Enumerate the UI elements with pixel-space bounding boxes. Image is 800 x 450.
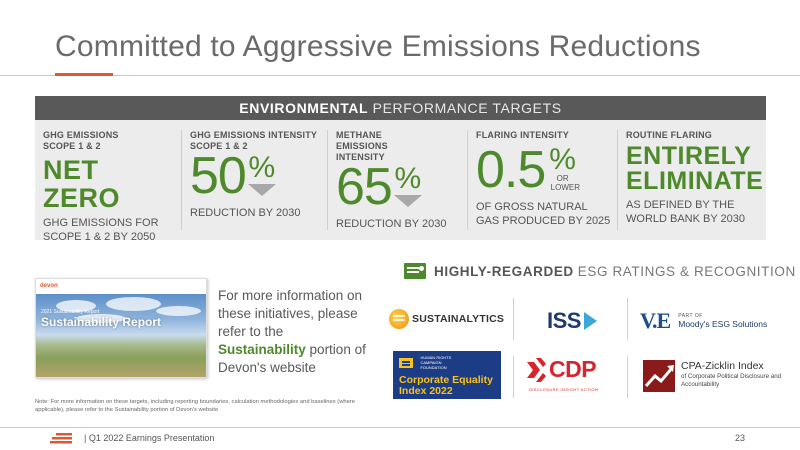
- esg-heading-light: ESG RATINGS & RECOGNITION: [577, 263, 796, 279]
- target-label: ROUTINE FLARING: [626, 130, 712, 140]
- target-ghg-scope: GHG EMISSIONS SCOPE 1 & 2 NET ZERO GHG E…: [35, 130, 181, 243]
- cdp-logo: CDP DISCLOSURE INSIGHT ACTION: [525, 356, 617, 396]
- cdp-arrows-icon: [527, 358, 546, 382]
- more-info-text: For more information on these initiative…: [218, 287, 368, 377]
- cpa-subtitle: of Corporate Political Disclosure and Ac…: [681, 373, 782, 388]
- target-headline: ENTIRELY ELIMINATE: [626, 142, 764, 195]
- logo-divider: [627, 356, 628, 398]
- target-detail: GHG EMISSIONS FOR SCOPE 1 & 2 BY 2050: [43, 217, 159, 243]
- info-pre: For more information on these initiative…: [218, 288, 363, 339]
- down-arrow-icon: [247, 184, 276, 196]
- percent-sign: %: [549, 143, 576, 176]
- sun-icon: [389, 309, 409, 329]
- percent-sign: %: [394, 162, 422, 195]
- ve-wordmark: V.E: [640, 308, 671, 333]
- cpa-title: CPA-Zicklin Index: [681, 360, 764, 372]
- moodys-text: Moody's ESG Solutions: [678, 319, 768, 329]
- cpa-chart-icon: [643, 360, 675, 392]
- cpa-zicklin-logo: CPA-Zicklin Index of Corporate Political…: [643, 360, 800, 392]
- report-caption: 2021 Sustainability Report: [41, 309, 100, 315]
- cdp-tagline: DISCLOSURE INSIGHT ACTION: [529, 387, 599, 392]
- slide-title: Committed to Aggressive Emissions Reduct…: [55, 30, 701, 63]
- panel-header: ENVIRONMENTAL PERFORMANCE TARGETS: [35, 96, 766, 120]
- certificate-icon: [404, 263, 426, 279]
- panel-header-light: PERFORMANCE TARGETS: [372, 100, 562, 116]
- sustainability-report-thumbnail: devon 2021 Sustainability Report Sustain…: [35, 278, 207, 378]
- report-cover-image: [36, 294, 206, 377]
- iss-logo: ISS: [547, 308, 597, 334]
- esg-heading: HIGHLY-REGARDED ESG RATINGS & RECOGNITIO…: [404, 262, 796, 280]
- target-label: GHG EMISSIONS SCOPE 1 & 2: [43, 130, 119, 151]
- sustainability-link[interactable]: Sustainability: [218, 342, 306, 357]
- footnote: Note: For more information on these targ…: [35, 399, 355, 413]
- target-routine-flaring: ROUTINE FLARING ENTIRELY ELIMINATE AS DE…: [617, 130, 766, 230]
- down-arrow-icon: [393, 195, 422, 207]
- info-post: portion of Devon's website: [218, 342, 366, 375]
- esg-heading-bold: HIGHLY-REGARDED: [434, 263, 574, 279]
- devon-mark-icon: [50, 433, 72, 444]
- hrc-title: Corporate Equality Index 2022: [399, 374, 493, 397]
- target-detail: REDUCTION BY 2030: [190, 207, 301, 219]
- target-label: GHG EMISSIONS INTENSITY SCOPE 1 & 2: [190, 130, 317, 151]
- target-value: 65: [336, 158, 393, 216]
- target-detail: AS DEFINED BY THE WORLD BANK BY 2030: [626, 199, 746, 225]
- title-divider: [0, 75, 800, 76]
- equality-icon: [399, 358, 413, 368]
- target-methane-intensity: METHANE EMISSIONS INTENSITY 65 % REDUCTI…: [327, 130, 467, 230]
- devon-logo: devon: [40, 283, 58, 289]
- iss-wordmark: ISS: [547, 308, 581, 333]
- logo-divider: [627, 298, 628, 340]
- sustainalytics-wordmark: SUSTAINALYTICS: [412, 313, 505, 325]
- cdp-wordmark: CDP: [549, 356, 597, 382]
- target-headline: NET ZERO: [43, 155, 121, 213]
- report-title: Sustainability Report: [41, 315, 162, 329]
- page-number: 23: [734, 433, 745, 443]
- hrc-foundation-text: HUMAN RIGHTS CAMPAIGN FOUNDATION: [420, 355, 452, 370]
- logo-divider: [513, 356, 514, 398]
- footer-divider: [0, 427, 800, 428]
- environmental-targets-panel: ENVIRONMENTAL PERFORMANCE TARGETS GHG EM…: [35, 96, 766, 243]
- hrc-corporate-equality-logo: HUMAN RIGHTS CAMPAIGN FOUNDATION Corpora…: [393, 351, 501, 399]
- or-lower-qualifier: OR LOWER: [550, 174, 580, 192]
- ve-moodys-logo: V.E PART OF Moody's ESG Solutions: [640, 308, 767, 334]
- target-value: 0.5: [476, 141, 546, 199]
- panel-header-bold: ENVIRONMENTAL: [239, 100, 369, 116]
- ve-part-of: PART OF: [678, 313, 703, 319]
- target-label: FLARING INTENSITY: [476, 130, 569, 140]
- percent-sign: %: [248, 151, 276, 184]
- target-flaring-intensity: FLARING INTENSITY 0.5 % OR LOWER OF GROS…: [467, 130, 617, 230]
- play-arrow-icon: [583, 312, 597, 330]
- footer-presentation-title: | Q1 2022 Earnings Presentation: [84, 433, 215, 443]
- target-detail: REDUCTION BY 2030: [336, 218, 447, 230]
- title-accent-bar: [55, 73, 113, 76]
- target-ghg-intensity: GHG EMISSIONS INTENSITY SCOPE 1 & 2 50 %…: [181, 130, 327, 230]
- target-label: METHANE EMISSIONS INTENSITY: [336, 130, 388, 162]
- target-detail: OF GROSS NATURAL GAS PRODUCED BY 2025: [476, 201, 611, 227]
- sustainalytics-logo: SUSTAINALYTICS: [389, 309, 504, 329]
- logo-divider: [513, 298, 514, 340]
- target-value: 50: [190, 147, 247, 205]
